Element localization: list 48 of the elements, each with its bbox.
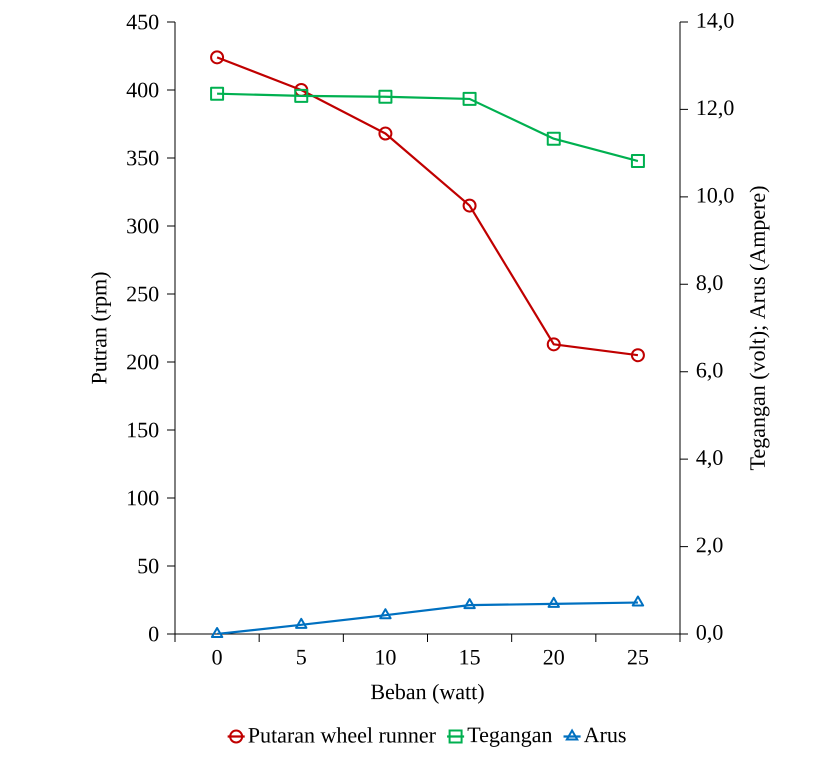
point — [379, 608, 392, 620]
point — [294, 83, 308, 98]
point — [463, 598, 476, 610]
x-tick-label: 0 — [212, 650, 222, 665]
x-tick-label: 20 — [544, 650, 564, 665]
x-tick-label: 15 — [460, 650, 480, 665]
y-tick-label: 100 — [128, 490, 158, 506]
legend-label: Arus — [584, 728, 626, 742]
point — [462, 92, 477, 106]
y2-tick-label: 2,0 — [696, 538, 722, 556]
x-axis-title: Beban (watt) — [371, 684, 484, 704]
y2-tick-label: 8,0 — [696, 275, 722, 294]
x-tick-label: 5 — [297, 650, 306, 664]
y-axis-title: Putran (rpm) — [91, 272, 112, 384]
x-tick-label: 10 — [376, 650, 396, 665]
point — [546, 132, 561, 146]
y-tick-label: 50 — [138, 558, 158, 574]
point — [210, 86, 224, 101]
y-tick-label: 150 — [128, 422, 158, 438]
point — [462, 198, 477, 213]
x-tick-label: 25 — [628, 650, 648, 665]
y-tick-label: 0 — [149, 626, 158, 642]
y-tick-label: 450 — [126, 14, 158, 30]
y-tick-label: 350 — [127, 150, 158, 166]
legend-label: Putaran wheel runner — [248, 727, 436, 743]
point — [210, 50, 224, 64]
point — [630, 348, 645, 362]
y2-tick-label: 14,0 — [698, 12, 734, 32]
y-tick-label: 250 — [127, 286, 158, 302]
point — [295, 618, 308, 629]
point — [378, 90, 392, 104]
y2-tick-label: 10,0 — [698, 188, 734, 206]
point — [630, 154, 645, 168]
y-tick-label: 200 — [127, 354, 158, 370]
point — [210, 627, 224, 638]
y-tick-label: 300 — [127, 218, 158, 234]
y2-tick-label: 0,0 — [696, 624, 722, 644]
y-tick-label: 400 — [126, 82, 158, 98]
point — [294, 88, 308, 103]
legend-label: Tegangan — [468, 728, 552, 747]
point — [546, 337, 561, 352]
point — [632, 596, 644, 607]
y2-tick-label: 12,0 — [698, 100, 734, 118]
point — [378, 126, 392, 141]
y2-axis-title: Tegangan (volt); Arus (Ampere) — [750, 186, 770, 470]
y2-tick-label: 4,0 — [696, 450, 722, 468]
y2-tick-label: 6,0 — [696, 362, 722, 381]
point — [548, 596, 560, 608]
